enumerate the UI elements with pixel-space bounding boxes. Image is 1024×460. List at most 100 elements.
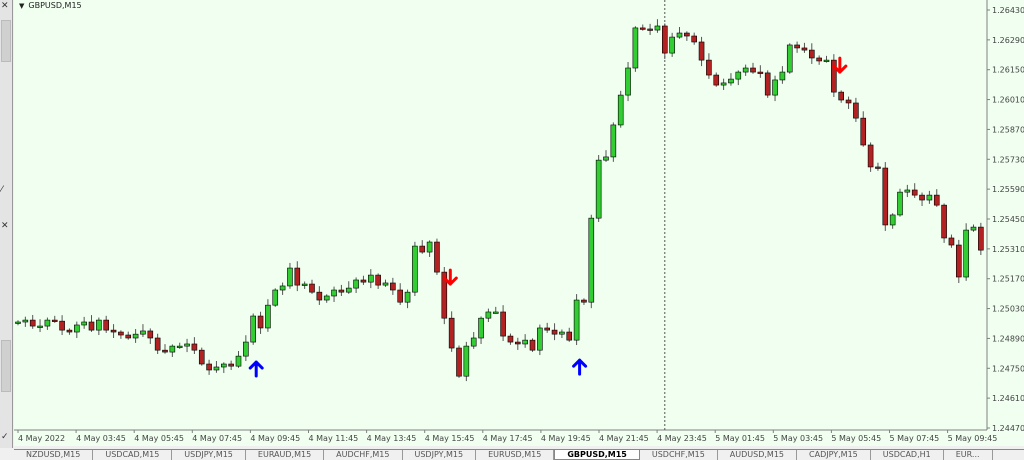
bear-candle-body [500, 311, 506, 337]
tab-nzdusd-m15[interactable]: NZDUSD,M15 [14, 450, 94, 460]
bull-candle-body [823, 59, 830, 62]
bull-candle-body [625, 67, 631, 96]
candle [882, 162, 889, 231]
tab-usdchf-m15[interactable]: USDCHF,M15 [640, 450, 718, 460]
bull-candle-body [603, 156, 609, 161]
candle [96, 317, 102, 336]
candle [22, 316, 29, 327]
bull-candle-body [595, 159, 602, 219]
bear-candle-body [581, 299, 587, 303]
bull-candle-body [213, 366, 220, 371]
bull-candle-body [250, 315, 256, 343]
candle [228, 360, 234, 370]
close-icon[interactable]: ✕ [1, 221, 9, 231]
bear-candle-body [198, 349, 205, 365]
candle [904, 184, 911, 198]
price-tick-label: 1.25030 [992, 305, 1024, 314]
candle [978, 222, 984, 256]
candle [801, 42, 808, 53]
resize-icon[interactable]: ⁄ [1, 185, 3, 195]
tab-usdjpy-m15[interactable]: USDJPY,M15 [172, 450, 246, 460]
candle [29, 314, 36, 329]
candle [588, 214, 595, 309]
bear-candle-body [434, 241, 440, 273]
candle [632, 26, 639, 72]
bear-candle-body [228, 363, 234, 367]
bear-candle-body [978, 226, 984, 251]
bear-candle-body [750, 67, 756, 73]
candle [44, 317, 51, 330]
price-tick-label: 1.25870 [992, 125, 1024, 134]
bear-candle-body [757, 71, 764, 74]
candle [162, 344, 168, 354]
tab-audchf-m15[interactable]: AUDCHF,M15 [324, 450, 403, 460]
candlestick-chart[interactable]: 1.26430 1.26290 1.26150 1.26010 1.25870 1.257… [14, 0, 1024, 446]
candle [15, 320, 21, 326]
bear-candle-body [831, 59, 837, 93]
bear-candle-body [808, 49, 815, 59]
candle [691, 32, 698, 45]
symbol-label: GBPUSD,M15 [28, 1, 82, 10]
candle [279, 282, 286, 295]
candle [287, 262, 293, 289]
left-panel-strip: ✕ ⁄ ✕ ✓ [0, 0, 13, 448]
bear-candle-body [360, 279, 367, 283]
bull-candle-body [44, 319, 51, 327]
bear-candle-body [684, 32, 690, 37]
time-tick-label: 4 May 15:45 [425, 434, 475, 443]
bull-candle-body [81, 321, 87, 326]
tab-usdcad-h1[interactable]: USDCAD,H1 [871, 450, 944, 460]
tab-cadjpy-m15[interactable]: CADJPY,M15 [797, 450, 871, 460]
tab-eur-[interactable]: EUR... [944, 450, 993, 460]
candle [713, 72, 720, 87]
dropdown-triangle-icon[interactable]: ▼ [19, 2, 25, 10]
candle [309, 279, 315, 294]
tab-usdcad-m15[interactable]: USDCAD,M15 [93, 450, 173, 460]
bull-candle-body [559, 331, 565, 335]
candle [816, 55, 822, 65]
price-tick-label: 1.25730 [992, 155, 1024, 164]
bull-candle-body [22, 319, 29, 323]
bear-candle-body [338, 289, 345, 293]
bull-candle-body [176, 345, 183, 348]
candle [823, 55, 830, 63]
time-tick-label: 5 May 09:45 [948, 434, 998, 443]
resize-icon[interactable]: ✓ [1, 432, 9, 442]
price-tick-label: 1.26150 [992, 66, 1024, 75]
candle [544, 322, 551, 333]
bull-candle-body [279, 285, 286, 291]
bull-candle-body [382, 282, 389, 286]
tab-usdjpy-m15[interactable]: USDJPY,M15 [403, 450, 477, 460]
chart-title: ▼ GBPUSD,M15 [19, 1, 82, 10]
price-chart[interactable]: 1.26430 1.26290 1.26150 1.26010 1.25870 1.257… [14, 0, 1024, 446]
scrollbar[interactable] [1, 20, 11, 62]
bear-candle-body [845, 99, 852, 104]
bear-candle-body [191, 343, 198, 351]
bull-candle-body [132, 333, 139, 339]
candle [81, 316, 87, 329]
bull-candle-body [470, 337, 477, 347]
bear-candle-body [162, 349, 168, 353]
candle [735, 70, 742, 86]
candle [345, 281, 352, 294]
price-tick-label: 1.26290 [992, 36, 1024, 45]
scrollbar[interactable] [1, 340, 11, 392]
bull-candle-body [485, 311, 492, 319]
candle [875, 162, 881, 171]
bull-candle-body [617, 94, 624, 126]
tab-audusd-m15[interactable]: AUDUSD,M15 [718, 450, 798, 460]
bear-candle-body [257, 315, 264, 329]
candle [720, 78, 727, 90]
bear-candle-body [507, 335, 514, 343]
bear-candle-body [103, 319, 109, 331]
tab-euraud-m15[interactable]: EURAUD,M15 [246, 450, 325, 460]
bear-candle-body [514, 341, 521, 345]
tab-eurusd-m15[interactable]: EURUSD,M15 [476, 450, 555, 460]
candle [853, 97, 859, 122]
bear-candle-body [29, 319, 36, 327]
candle [750, 62, 756, 74]
close-icon[interactable]: ✕ [1, 1, 9, 11]
candle [132, 329, 139, 343]
bull-candle-body [669, 36, 675, 54]
candle [257, 311, 264, 334]
